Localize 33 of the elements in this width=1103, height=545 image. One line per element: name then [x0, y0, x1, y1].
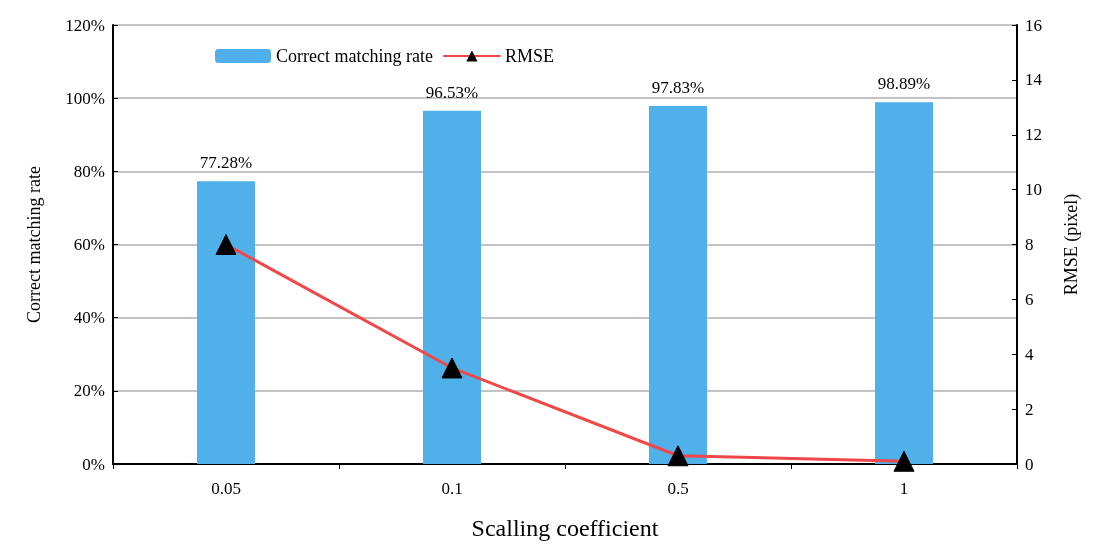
y2-tick-label: 8: [1025, 235, 1034, 254]
data-label: 98.89%: [877, 74, 931, 94]
y2-tick-label: 12: [1025, 125, 1042, 145]
bar: [649, 106, 707, 464]
y-tick-label: 80%: [73, 161, 105, 181]
y2-tick-label: 10: [1025, 180, 1042, 200]
data-label: 96.53%: [425, 82, 479, 102]
data-label: 97.83%: [651, 78, 705, 98]
x-tick-label: 0.1: [441, 479, 463, 498]
y2-axis-title: RMSE (pixel): [1061, 193, 1082, 296]
data-label: 77.28%: [199, 153, 253, 173]
legend-label: Correct matching rate: [276, 46, 433, 66]
x-axis-title: Scalling coefficient: [471, 515, 659, 541]
x-tick-label: 1: [899, 479, 909, 498]
y-tick-label: 60%: [73, 235, 105, 254]
y-tick-label: 20%: [73, 381, 105, 401]
y2-tick-label: 4: [1025, 344, 1034, 364]
y2-tick-label: 0: [1025, 454, 1034, 474]
y-tick-label: 0%: [82, 454, 105, 474]
y2-tick-label: 16: [1025, 15, 1042, 35]
x-tick-label: 0.05: [211, 479, 241, 498]
x-tick-label: 0.5: [667, 479, 689, 498]
bar: [875, 102, 933, 464]
y-tick-label: 40%: [73, 308, 105, 328]
y2-tick-label: 6: [1025, 289, 1034, 309]
y-tick-label: 100%: [65, 88, 105, 108]
y2-tick-label: 2: [1025, 399, 1034, 419]
legend-label: RMSE: [504, 46, 554, 66]
y-tick-label: 120%: [65, 15, 105, 35]
bar: [423, 110, 481, 464]
y-axis-title: Correct matching rate: [24, 166, 44, 323]
bar: [197, 181, 255, 464]
y2-tick-label: 14: [1025, 70, 1043, 90]
